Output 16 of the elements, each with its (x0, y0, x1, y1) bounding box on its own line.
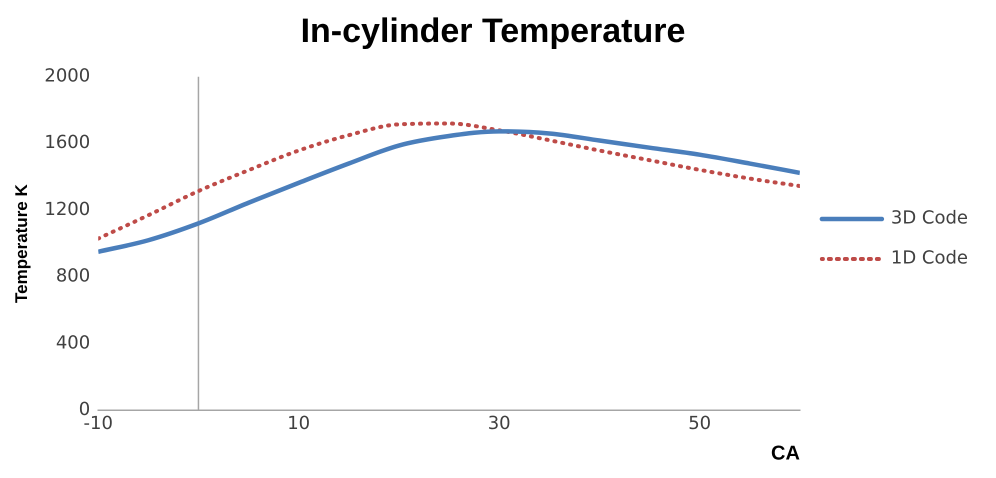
x-axis-title: CA (770, 442, 800, 465)
x-tick-label: 10 (287, 412, 310, 434)
y-tick-label: 1200 (44, 198, 90, 220)
y-axis-title: Temperature K (12, 184, 31, 303)
chart-title: In-cylinder Temperature (300, 12, 686, 50)
line-series (98, 122, 800, 241)
y-tick-label: 400 (56, 332, 90, 354)
y-tick-label: 800 (56, 266, 90, 287)
y-tick-label: 2000 (44, 65, 90, 86)
legend-label: 3D Code (890, 208, 968, 229)
line-series (98, 129, 800, 254)
legend-label: 1D Code (890, 248, 968, 269)
x-tick-label: 30 (488, 412, 511, 434)
x-tick-label: 50 (688, 412, 712, 434)
y-tick-label: 1600 (44, 132, 90, 154)
y-tick-label: 0 (78, 399, 90, 420)
